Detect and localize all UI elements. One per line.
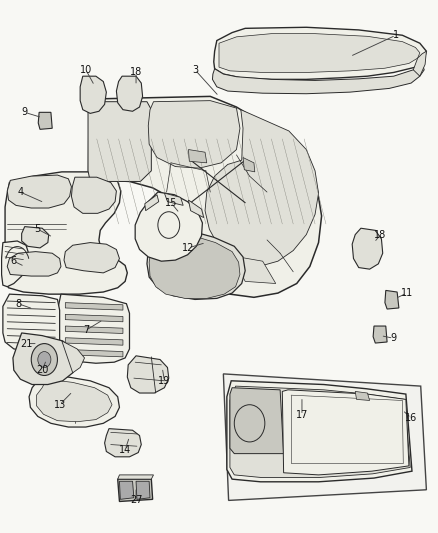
Polygon shape xyxy=(117,76,143,111)
Circle shape xyxy=(40,348,49,358)
Text: 12: 12 xyxy=(182,243,194,253)
Polygon shape xyxy=(177,241,217,268)
Polygon shape xyxy=(243,158,255,172)
Polygon shape xyxy=(36,379,112,422)
Polygon shape xyxy=(38,112,52,130)
Polygon shape xyxy=(118,475,153,479)
Polygon shape xyxy=(385,290,399,309)
Text: 6: 6 xyxy=(11,256,17,266)
Text: 10: 10 xyxy=(80,65,92,75)
Polygon shape xyxy=(205,110,318,265)
Polygon shape xyxy=(21,227,49,248)
Polygon shape xyxy=(188,200,204,217)
Text: 27: 27 xyxy=(130,495,142,505)
Polygon shape xyxy=(230,386,410,478)
Polygon shape xyxy=(65,303,123,310)
Polygon shape xyxy=(136,481,150,499)
Polygon shape xyxy=(355,391,370,400)
Text: 7: 7 xyxy=(83,325,89,335)
Polygon shape xyxy=(5,172,127,294)
Text: 19: 19 xyxy=(158,376,170,386)
Polygon shape xyxy=(164,193,183,205)
Polygon shape xyxy=(118,479,152,502)
Polygon shape xyxy=(352,228,383,269)
Polygon shape xyxy=(71,177,117,213)
Polygon shape xyxy=(2,241,29,287)
Polygon shape xyxy=(65,314,123,322)
Text: 20: 20 xyxy=(36,365,48,375)
Polygon shape xyxy=(127,356,169,393)
Text: 21: 21 xyxy=(21,338,33,349)
Text: 11: 11 xyxy=(401,288,413,298)
Polygon shape xyxy=(7,175,71,208)
Polygon shape xyxy=(65,350,123,357)
Polygon shape xyxy=(230,387,284,454)
Text: 5: 5 xyxy=(35,224,41,235)
Polygon shape xyxy=(88,102,151,181)
Text: 4: 4 xyxy=(17,187,23,197)
Polygon shape xyxy=(58,294,130,364)
Polygon shape xyxy=(65,326,123,334)
Text: 13: 13 xyxy=(53,400,66,410)
Polygon shape xyxy=(145,195,159,211)
Text: 18: 18 xyxy=(130,68,142,77)
Polygon shape xyxy=(3,294,60,352)
Text: 18: 18 xyxy=(374,230,387,240)
Polygon shape xyxy=(283,390,409,475)
Polygon shape xyxy=(227,381,412,482)
Text: 15: 15 xyxy=(165,198,177,208)
Polygon shape xyxy=(105,429,141,457)
Text: 3: 3 xyxy=(192,65,198,75)
Circle shape xyxy=(31,344,57,375)
Polygon shape xyxy=(214,27,426,79)
Polygon shape xyxy=(7,252,61,276)
Polygon shape xyxy=(65,338,123,345)
Text: 14: 14 xyxy=(119,445,131,455)
Polygon shape xyxy=(232,256,276,284)
Circle shape xyxy=(38,352,51,368)
Polygon shape xyxy=(212,63,424,94)
Polygon shape xyxy=(62,341,85,373)
Polygon shape xyxy=(188,150,207,163)
Text: 1: 1 xyxy=(393,30,399,41)
Polygon shape xyxy=(149,230,240,298)
Polygon shape xyxy=(373,326,387,343)
Polygon shape xyxy=(135,192,202,261)
Text: 9: 9 xyxy=(391,333,397,343)
Polygon shape xyxy=(223,374,426,500)
Polygon shape xyxy=(64,243,120,273)
Polygon shape xyxy=(147,225,245,300)
Polygon shape xyxy=(13,333,77,384)
Polygon shape xyxy=(219,34,420,72)
Polygon shape xyxy=(413,51,426,76)
Polygon shape xyxy=(80,76,106,114)
Polygon shape xyxy=(83,96,321,297)
Polygon shape xyxy=(148,101,240,168)
Polygon shape xyxy=(29,374,120,427)
Text: 17: 17 xyxy=(296,410,308,421)
Text: 16: 16 xyxy=(405,413,417,423)
Polygon shape xyxy=(120,481,134,499)
Text: 9: 9 xyxy=(21,107,28,117)
Text: 8: 8 xyxy=(15,298,21,309)
